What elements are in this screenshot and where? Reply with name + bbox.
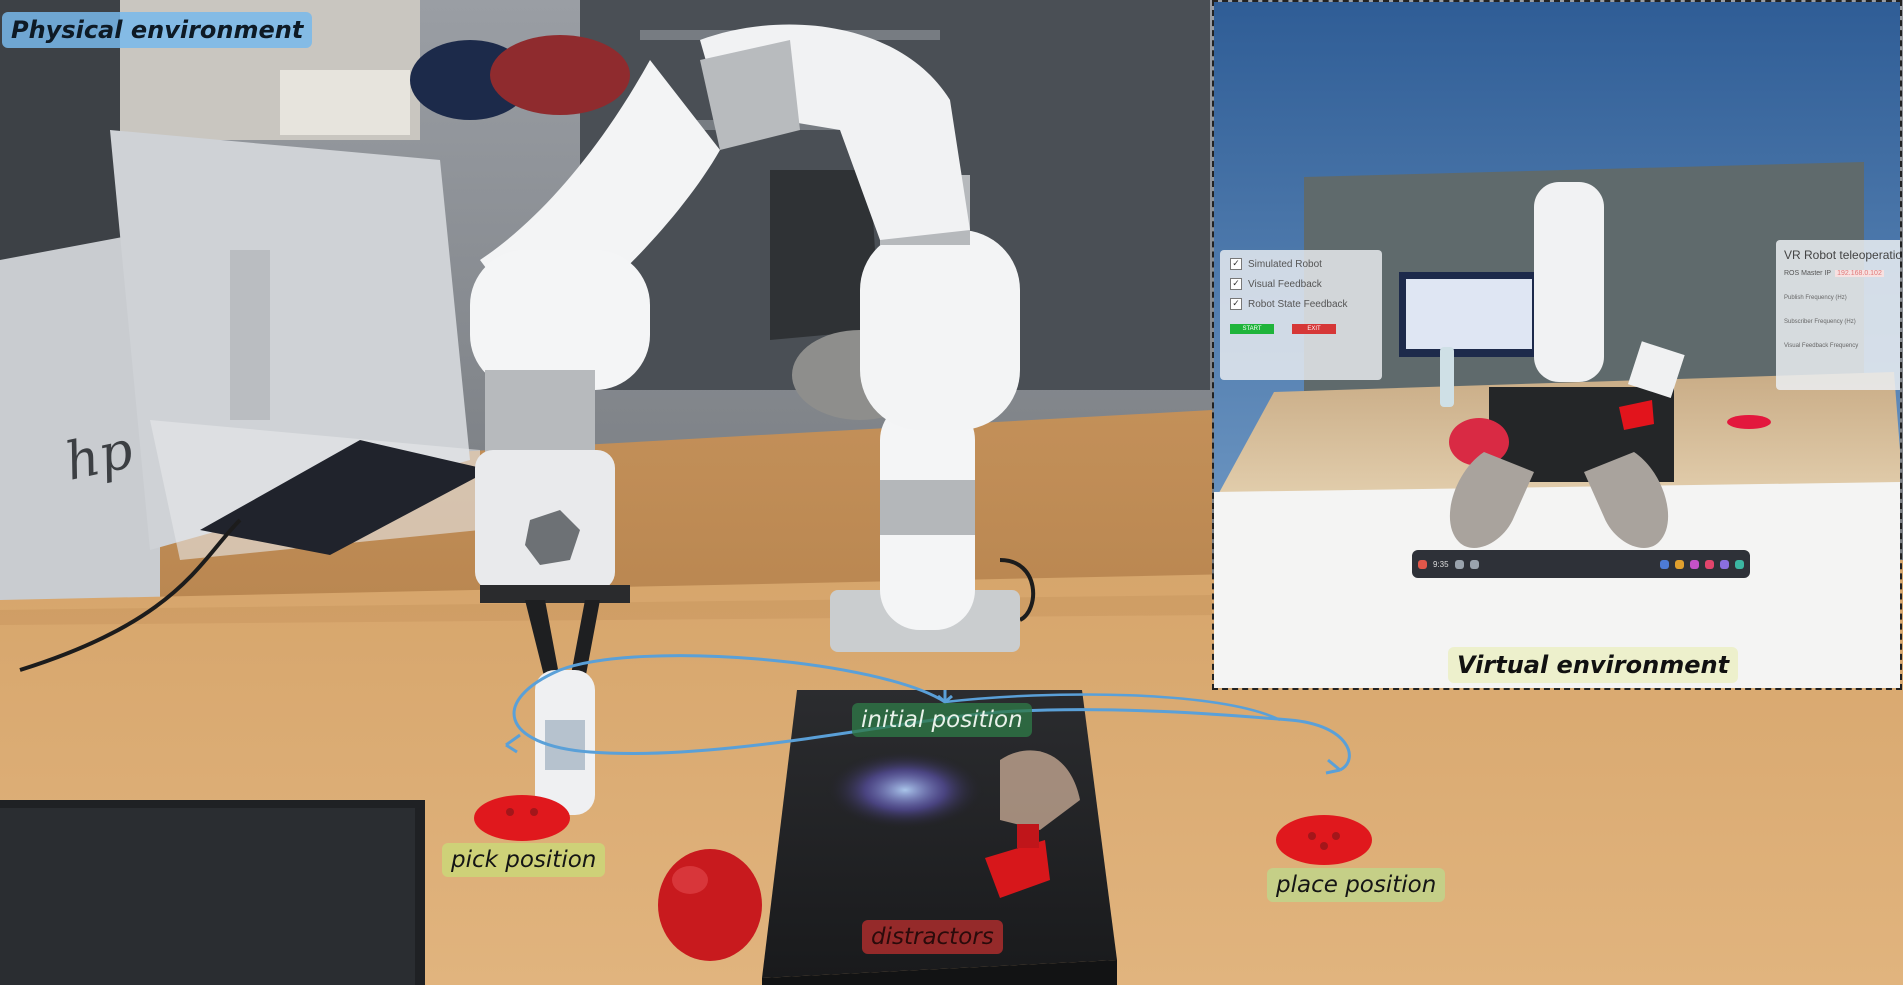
physical-environment-label: Physical environment [2,12,313,48]
vr-bottle [1440,347,1454,407]
red-cushion [490,35,630,115]
vr-robot [1534,182,1604,382]
vr-clock: 9:35 [1433,559,1449,569]
app-icon[interactable] [1690,559,1699,569]
place-position-label: place position [1267,868,1446,902]
vr-controller-left [1449,452,1534,548]
office-chair [770,170,880,340]
vr-heart [1449,418,1509,466]
vr-teleop-title: VR Robot teleoperatio [1784,248,1902,262]
book-stack [280,70,410,135]
vr-subscriber-frequency-slider[interactable]: Subscriber Frequency (Hz) [1784,319,1856,325]
distractors-label: distractors [862,920,1003,954]
vr-start-button[interactable]: START [1230,324,1274,334]
monitor-logo: hp [60,420,138,493]
vr-ip-field[interactable]: 192.168.0.102 [1835,270,1884,277]
vr-options-menu: ✓ Simulated Robot ✓ Visual Feedback ✓ Robot… [1220,250,1382,380]
vr-exit-button[interactable]: EXIT [1292,324,1336,334]
vr-cube [1627,341,1685,398]
gripper-finger-left [525,600,560,680]
box-glow-art [825,750,985,830]
vr-controller-right [1584,452,1669,548]
app-icon[interactable] [1418,559,1427,569]
app-icon[interactable] [1660,559,1669,569]
vr-option-simulated-robot[interactable]: ✓ Simulated Robot [1230,258,1372,270]
robot-arm [470,24,1020,815]
vr-publish-frequency-slider[interactable]: Publish Frequency (Hz) [1784,295,1847,301]
red-boat [985,840,1050,898]
virtual-environment-label: Virtual environment [1448,647,1739,683]
pick-position-label: pick position [442,843,606,877]
hand-reflection [1000,750,1080,830]
vr-visual-feedback-frequency-slider[interactable]: Visual Feedback Frequency [1784,343,1859,349]
app-icon[interactable] [1675,559,1684,569]
laptop [200,440,490,555]
vr-taskbar: 9:35 [1412,550,1750,578]
wifi-icon [1454,559,1464,569]
trajectory-arrow-left [505,733,521,754]
battery-icon [1469,559,1479,569]
checkbox-icon[interactable]: ✓ [1230,278,1242,290]
pick-disc [474,795,570,841]
vr-option-robot-state-feedback[interactable]: ✓ Robot State Feedback [1230,298,1372,310]
red-heart [658,849,762,961]
left-monitor [0,230,160,700]
place-disc [1276,815,1372,865]
vr-ip-row: ROS Master IP 192.168.0.102 [1784,270,1884,277]
app-icon[interactable] [1720,559,1729,569]
trajectory-arrow-right [1325,758,1341,775]
vr-disc [1727,415,1771,429]
initial-position-label: initial position [852,703,1032,737]
app-icon[interactable] [1705,559,1714,569]
vr-boat [1619,400,1654,430]
trajectory-path [512,654,1351,772]
cable [19,518,242,672]
gripper-finger-right [570,600,600,680]
monitor-stand [230,250,270,420]
vr-teleop-menu: VR Robot teleoperatio ROS Master IP 192.… [1776,240,1902,390]
vr-floor [1214,482,1900,688]
vr-option-visual-feedback[interactable]: ✓ Visual Feedback [1230,278,1372,290]
checkbox-icon[interactable]: ✓ [1230,258,1242,270]
app-icon[interactable] [1735,559,1744,569]
virtual-environment-panel: ✓ Simulated Robot ✓ Visual Feedback ✓ Robot… [1212,0,1902,690]
checkbox-icon[interactable]: ✓ [1230,298,1242,310]
